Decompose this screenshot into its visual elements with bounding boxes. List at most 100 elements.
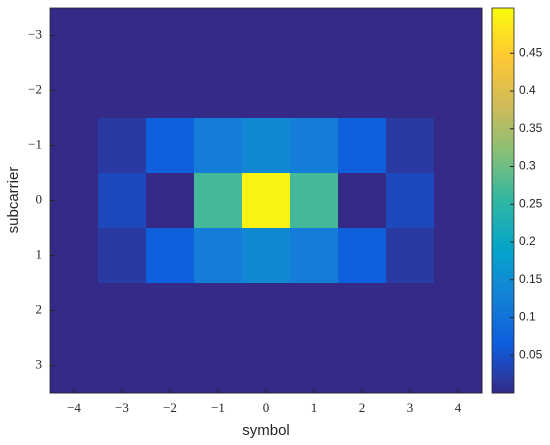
- colorbar-strip: [492, 112, 514, 117]
- heatmap-cell: [98, 118, 147, 174]
- colorbar-strip: [492, 372, 514, 378]
- heatmap-cell: [242, 63, 291, 119]
- colorbar-strip: [492, 272, 514, 278]
- colorbar-strip: [492, 204, 514, 210]
- heatmap-cell: [98, 228, 147, 284]
- colorbar-strip: [492, 136, 514, 141]
- heatmap-cell: [98, 173, 147, 229]
- colorbar-tick-label: 0.35: [519, 121, 543, 135]
- colorbar-strip: [492, 192, 514, 197]
- colorbar-strip: [492, 164, 514, 169]
- colorbar-strip: [492, 336, 514, 342]
- colorbar-strip: [492, 104, 514, 109]
- colorbar-strip: [492, 148, 514, 153]
- x-tick-label: 1: [311, 400, 318, 415]
- heatmap-cell: [98, 283, 147, 339]
- colorbar-strip: [492, 276, 514, 282]
- colorbar-strip: [492, 308, 514, 314]
- heatmap-cell: [146, 173, 195, 229]
- heatmap-cell: [194, 338, 243, 394]
- heatmap-cell: [434, 338, 483, 394]
- heatmap-cell: [98, 63, 147, 119]
- colorbar-strip: [492, 256, 514, 262]
- colorbar-frame: [491, 7, 515, 394]
- heatmap-cell: [194, 228, 243, 284]
- colorbar-strip: [492, 72, 514, 77]
- colorbar-strip: [492, 152, 514, 157]
- colorbar-strip: [492, 172, 514, 177]
- heatmap-cell: [242, 228, 291, 284]
- colorbar-strip: [492, 240, 514, 246]
- y-axis-label: subcarrier: [5, 167, 22, 234]
- x-axis-label: symbol: [242, 422, 290, 439]
- heatmap-cell: [386, 338, 435, 394]
- colorbar-strip: [492, 388, 514, 394]
- colorbar-strip: [492, 268, 514, 274]
- colorbar-strip: [492, 32, 514, 37]
- heatmap-cell: [338, 8, 387, 64]
- colorbar-tick-label: 0.2: [519, 234, 536, 248]
- x-tick-label: −2: [163, 400, 177, 415]
- heatmap-cell: [386, 63, 435, 119]
- y-tick-label: 2: [36, 301, 43, 316]
- colorbar-strip: [492, 132, 514, 137]
- colorbar-strip: [492, 48, 514, 53]
- colorbar-strip: [492, 364, 514, 370]
- colorbar-strip: [492, 84, 514, 89]
- colorbar-strip: [492, 36, 514, 41]
- colorbar-tick-label: 0.15: [519, 272, 543, 286]
- colorbar-strip: [492, 16, 514, 21]
- heatmap-cell: [290, 8, 339, 64]
- colorbar-strip: [492, 24, 514, 29]
- colorbar-strip: [492, 20, 514, 25]
- colorbar-tick-label: 0.05: [519, 347, 543, 361]
- heatmap-cell: [194, 8, 243, 64]
- colorbar-strip: [492, 8, 514, 13]
- heatmap-cell: [194, 283, 243, 339]
- colorbar-strip: [492, 328, 514, 334]
- heatmap-cell: [242, 283, 291, 339]
- colorbar-strip: [492, 64, 514, 69]
- heatmap-cell: [146, 283, 195, 339]
- heatmap-cell: [386, 173, 435, 229]
- colorbar-strip: [492, 212, 514, 218]
- colorbar-strip: [492, 216, 514, 222]
- colorbar-strip: [492, 28, 514, 33]
- colorbar-strip: [492, 332, 514, 338]
- x-tick-label: −3: [115, 400, 129, 415]
- heatmap-cell: [50, 338, 99, 394]
- colorbar-strip: [492, 324, 514, 330]
- heatmap-cell: [146, 63, 195, 119]
- heatmap-cell: [434, 8, 483, 64]
- colorbar-strip: [492, 376, 514, 382]
- colorbar-strip: [492, 244, 514, 250]
- heatmap-cell: [434, 173, 483, 229]
- y-tick-label: −1: [28, 136, 42, 151]
- heatmap-cell: [50, 63, 99, 119]
- colorbar-strip: [492, 316, 514, 322]
- y-tick-label: 0: [36, 191, 43, 206]
- colorbar-strip: [492, 228, 514, 234]
- heatmap-cell: [50, 228, 99, 284]
- colorbar-strip: [492, 92, 514, 97]
- colorbar-tick-label: 0.3: [519, 159, 536, 173]
- heatmap-cell: [50, 173, 99, 229]
- heatmap-cell: [290, 173, 339, 229]
- y-tick-label: −2: [28, 81, 42, 96]
- colorbar-strip: [492, 180, 514, 185]
- colorbar-strip: [492, 96, 514, 101]
- colorbar-strip: [492, 248, 514, 254]
- heatmap-cell: [290, 63, 339, 119]
- colorbar-strip: [492, 288, 514, 294]
- colorbar-tick-label: 0.45: [519, 45, 543, 59]
- heatmap-cell: [50, 283, 99, 339]
- heatmap-cell: [386, 118, 435, 174]
- heatmap-cell: [98, 338, 147, 394]
- colorbar-strip: [492, 176, 514, 181]
- y-tick-label: 1: [36, 246, 43, 261]
- colorbar-strip: [492, 300, 514, 306]
- heatmap-cell: [98, 8, 147, 64]
- colorbar-tick-label: 0.1: [519, 310, 536, 324]
- colorbar-strip: [492, 312, 514, 318]
